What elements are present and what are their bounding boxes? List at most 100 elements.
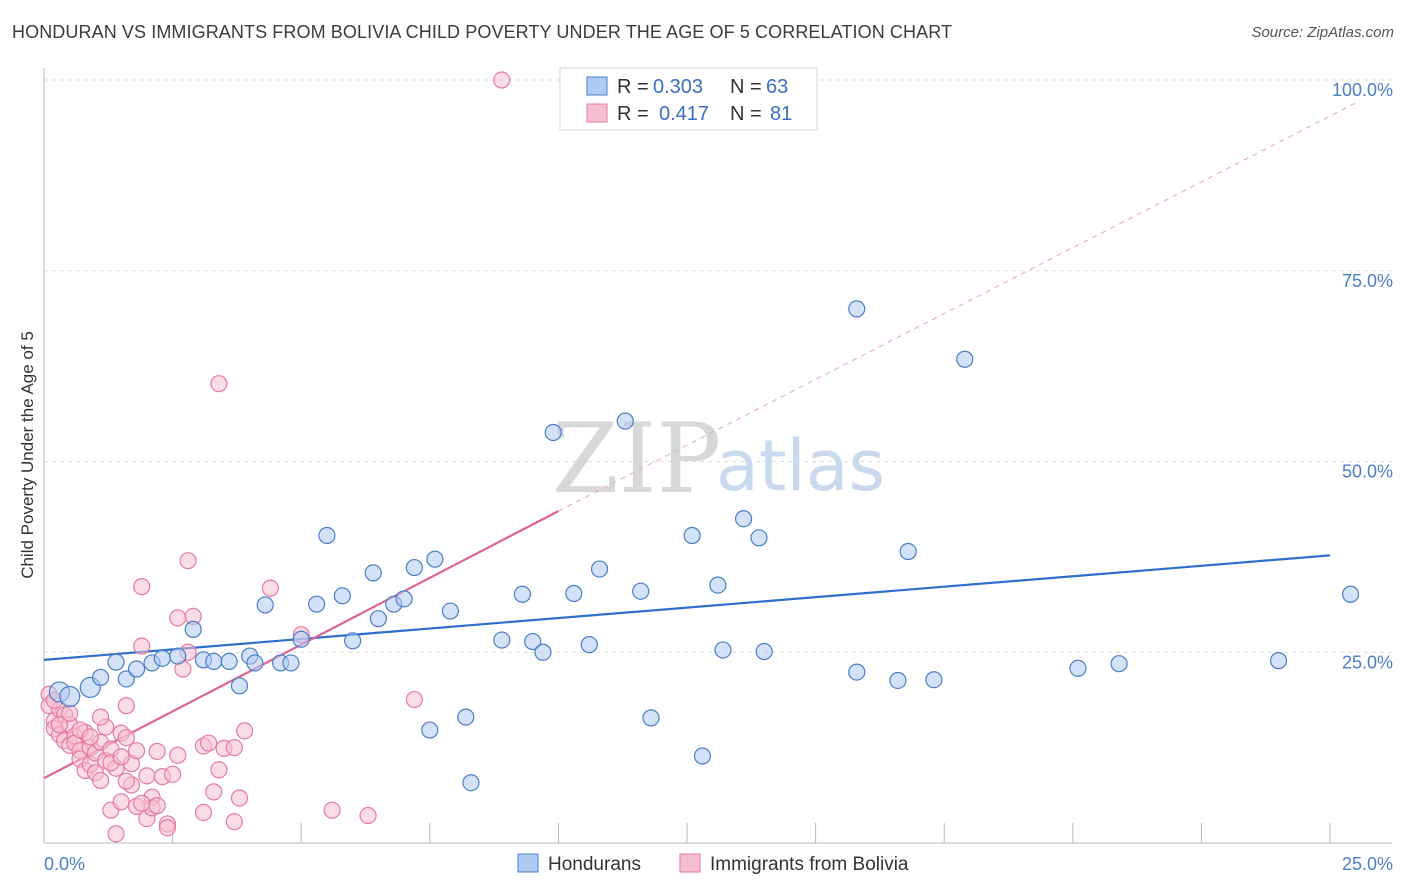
legend-r-label-hondurans: R =	[617, 76, 649, 98]
point-bolivia-58	[225, 813, 243, 831]
point-hondurans-60	[1269, 652, 1288, 670]
point-hondurans-12	[205, 652, 223, 671]
y-tick-label-1: 50.0%	[1342, 462, 1393, 482]
point-hondurans-44	[642, 709, 660, 727]
bottom-legend-swatch-bolivia	[679, 853, 701, 873]
x-tick-label-0: 0.0%	[44, 854, 85, 874]
point-hondurans-58	[1069, 659, 1087, 677]
point-hondurans-28	[405, 558, 423, 577]
point-bolivia-62	[261, 579, 279, 597]
point-hondurans-35	[513, 585, 531, 603]
bottom-legend-label-bolivia: Immigrants from Bolivia	[710, 854, 909, 875]
point-bolivia-45	[164, 765, 182, 783]
trend-line-hondurans	[43, 554, 1331, 661]
point-bolivia-77	[133, 794, 151, 812]
point-bolivia-55	[210, 375, 228, 393]
point-hondurans-32	[457, 708, 475, 726]
point-bolivia-78	[148, 797, 166, 815]
point-hondurans-33	[462, 774, 480, 792]
point-hondurans-34	[493, 631, 511, 649]
point-bolivia-30	[117, 729, 135, 747]
point-bolivia-76	[117, 772, 135, 790]
point-bolivia-42	[148, 742, 166, 761]
point-hondurans-22	[333, 587, 351, 605]
legend-r-value-bolivia: 0.417	[659, 103, 709, 125]
point-hondurans-40	[580, 636, 598, 654]
legend-n-value-bolivia: 81	[770, 103, 792, 125]
watermark-atlas: atlas	[716, 425, 885, 507]
point-bolivia-56	[210, 761, 228, 779]
point-bolivia-39	[138, 767, 156, 785]
bottom-legend-label-hondurans: Hondurans	[548, 854, 641, 875]
point-bolivia-80	[169, 746, 187, 764]
point-hondurans-3	[91, 668, 110, 687]
point-bolivia-46	[169, 609, 187, 627]
point-hondurans-8	[153, 649, 171, 667]
y-tick-labels: 25.0% 50.0% 75.0% 100.0%	[1332, 80, 1393, 672]
point-hondurans-37	[534, 643, 552, 661]
point-hondurans-51	[755, 642, 773, 661]
legend-swatch-bolivia	[586, 103, 608, 123]
point-hondurans-48	[714, 641, 732, 659]
trend-line-bolivia-extension	[558, 102, 1356, 512]
point-hondurans-9	[169, 647, 187, 665]
point-hondurans-50	[750, 529, 768, 547]
watermark: ZIP atlas	[552, 403, 885, 515]
point-bolivia-65	[359, 806, 377, 825]
y-tick-label-2: 75.0%	[1342, 271, 1393, 291]
bottom-legend: Hondurans Immigrants from Bolivia	[517, 853, 909, 875]
point-hondurans-25	[369, 610, 387, 628]
point-bolivia-72	[81, 728, 99, 746]
point-hondurans-4	[107, 653, 125, 671]
point-bolivia-70	[61, 704, 79, 722]
point-hondurans-30	[426, 550, 444, 568]
chart-title: HONDURAN VS IMMIGRANTS FROM BOLIVIA CHIL…	[12, 22, 953, 42]
point-bolivia-52	[194, 803, 213, 822]
point-bolivia-79	[158, 819, 177, 837]
y-tick-label-0: 25.0%	[1342, 652, 1393, 672]
point-bolivia-48	[179, 552, 197, 570]
point-hondurans-43	[632, 582, 650, 600]
point-bolivia-37	[133, 637, 151, 655]
point-hondurans-55	[899, 542, 917, 561]
point-hondurans-38	[544, 423, 562, 442]
point-bolivia-64	[323, 801, 341, 819]
point-bolivia-59	[225, 739, 243, 757]
point-hondurans-47	[709, 576, 727, 594]
point-hondurans-21	[318, 526, 336, 545]
point-hondurans-5	[117, 670, 135, 688]
legend-r-value-hondurans: 0.303	[653, 76, 703, 98]
point-hondurans-39	[565, 584, 583, 603]
point-hondurans-18	[282, 654, 300, 672]
point-bolivia-60	[230, 789, 249, 807]
point-bolivia-66	[405, 690, 423, 709]
point-bolivia-67	[493, 71, 511, 89]
legend-swatch-hondurans	[586, 76, 608, 96]
point-hondurans-1	[59, 685, 81, 708]
y-tick-label-3: 100.0%	[1332, 80, 1393, 100]
point-bolivia-36	[133, 578, 151, 596]
point-hondurans-31	[441, 602, 459, 620]
point-hondurans-45	[683, 526, 701, 545]
point-bolivia-31	[117, 697, 135, 715]
point-bolivia-69	[50, 716, 69, 734]
point-hondurans-54	[889, 671, 907, 690]
point-hondurans-59	[1110, 655, 1128, 673]
point-hondurans-49	[734, 510, 753, 528]
point-bolivia-53	[200, 734, 218, 752]
bottom-legend-swatch-hondurans	[517, 853, 539, 873]
axes	[43, 68, 1392, 844]
legend-n-label-hondurans: N =	[730, 76, 762, 98]
point-hondurans-19	[292, 630, 310, 648]
point-hondurans-57	[956, 350, 974, 368]
point-hondurans-20	[308, 595, 326, 613]
point-hondurans-29	[421, 721, 439, 739]
point-bolivia-61	[236, 722, 254, 740]
point-bolivia-34	[127, 742, 146, 760]
chart-source: Source: ZipAtlas.com	[1251, 24, 1394, 41]
x-tick-label-1: 25.0%	[1342, 854, 1393, 874]
point-hondurans-24	[364, 564, 382, 582]
point-hondurans-27	[395, 590, 413, 608]
point-hondurans-23	[344, 632, 362, 650]
